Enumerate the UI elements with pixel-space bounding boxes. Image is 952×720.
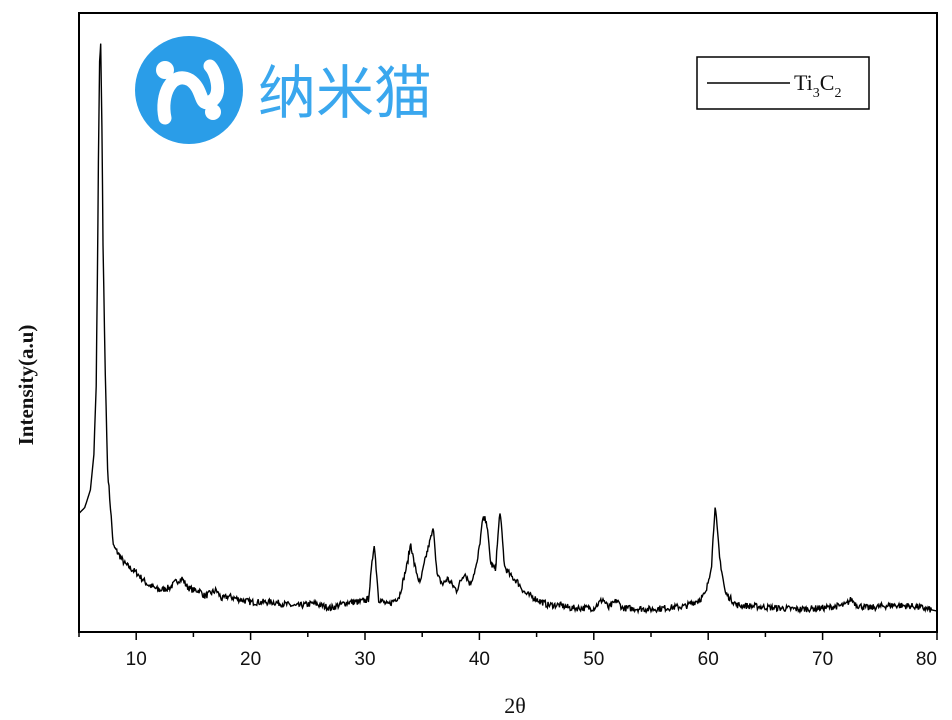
watermark-logo-icon xyxy=(135,36,243,144)
x-tick-label: 40 xyxy=(469,649,490,670)
x-tick-label: 50 xyxy=(583,649,604,670)
watermark-logo-mark-icon xyxy=(157,59,225,125)
x-axis-ticks: 10 20 30 40 50 60 70 80 xyxy=(78,632,938,670)
x-axis-label: 2θ xyxy=(504,693,526,718)
x-tick-label: 20 xyxy=(240,649,261,670)
x-tick-label: 60 xyxy=(698,649,719,670)
plot-frame xyxy=(78,12,938,633)
x-tick-label: 10 xyxy=(126,649,147,670)
x-tick-label: 70 xyxy=(812,649,833,670)
y-axis-label: Intensity(a.u) xyxy=(14,325,38,446)
series-line-ti3c2 xyxy=(78,43,938,615)
watermark-logo-dot-icon xyxy=(156,61,174,79)
legend-entry-ti3c2: Ti3C2 xyxy=(794,70,841,101)
watermark-text: 纳米猫 xyxy=(258,59,432,127)
x-tick-label: 30 xyxy=(354,649,375,670)
x-tick-label: 80 xyxy=(916,649,937,670)
series-layer xyxy=(78,43,938,615)
legend: Ti3C2 xyxy=(696,56,870,110)
watermark-logo-dot-icon xyxy=(205,104,221,120)
watermark: 纳米猫 xyxy=(135,36,432,144)
